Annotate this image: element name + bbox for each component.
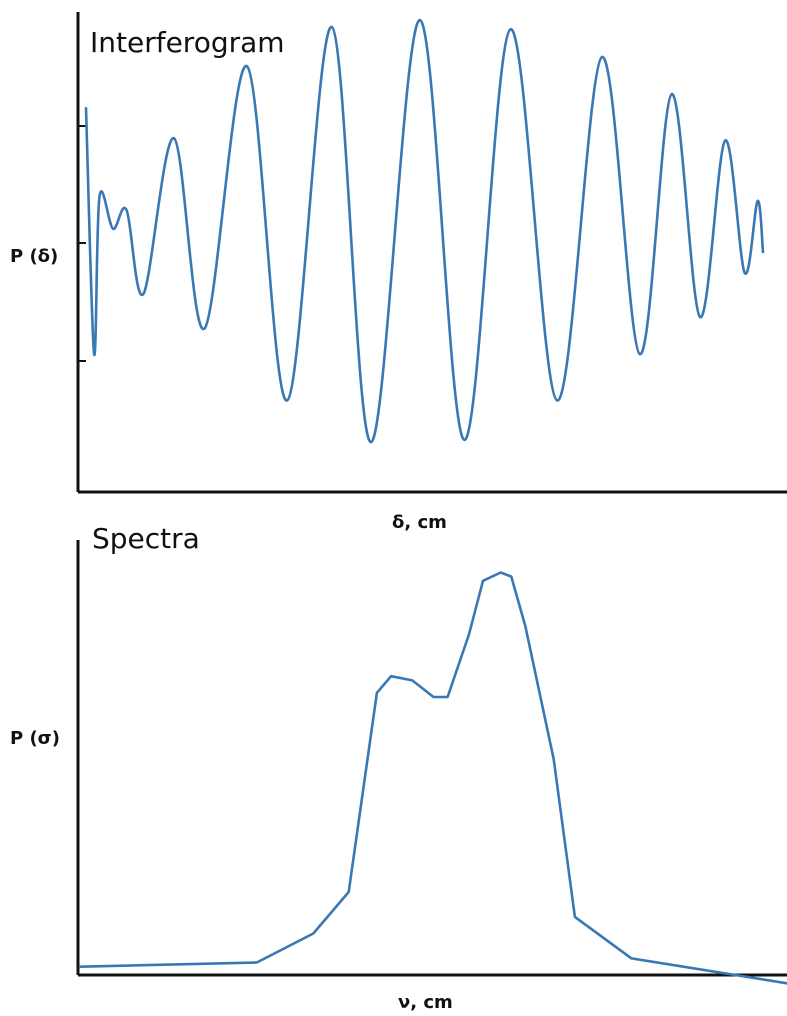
interferogram-panel: Interferogram P (δ) δ, cm [10,12,787,533]
interferogram-title: Interferogram [90,26,285,59]
interferogram-series-line [84,18,765,444]
spectra-series-line [78,571,787,985]
interferogram-x-label: δ, cm [392,512,447,533]
spectra-panel: Spectra P (σ) ν, cm [10,522,787,1013]
spectra-y-label: P (σ) [10,728,60,749]
spectra-title: Spectra [92,522,200,555]
interferogram-y-label: P (δ) [10,246,58,267]
spectra-x-label: ν, cm [398,992,453,1013]
